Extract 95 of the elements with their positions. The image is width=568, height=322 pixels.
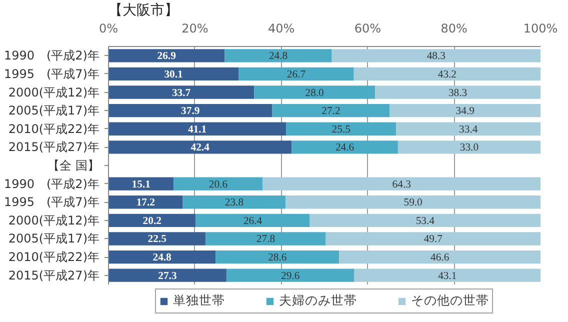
data-label: 27.3 xyxy=(158,270,177,282)
bar xyxy=(108,49,225,62)
bar xyxy=(262,177,540,190)
bar xyxy=(354,67,540,81)
data-label: 26.9 xyxy=(157,51,176,62)
data-label: 27.2 xyxy=(322,106,340,118)
data-label: 46.6 xyxy=(430,252,450,264)
bar xyxy=(108,232,206,246)
legend-label: 単独世帯 xyxy=(173,292,225,310)
bar xyxy=(286,196,540,209)
y-tick-label: 2005(平成17)年 xyxy=(8,232,100,246)
bar xyxy=(108,214,196,228)
legend-label: その他の世帯 xyxy=(411,292,489,310)
bar xyxy=(339,250,540,264)
bar xyxy=(396,122,540,136)
data-label: 33.0 xyxy=(460,142,479,154)
data-label: 33.4 xyxy=(459,124,478,136)
bar xyxy=(286,122,396,136)
data-label: 17.2 xyxy=(136,198,155,209)
data-label: 48.3 xyxy=(426,51,446,62)
bar xyxy=(196,214,310,228)
x-tick-label: 0% xyxy=(98,22,118,36)
bar xyxy=(182,196,286,209)
bar xyxy=(108,268,226,282)
data-label: 28.6 xyxy=(268,252,288,264)
bar xyxy=(272,104,390,118)
y-tick-label: 1995 (平成7)年 xyxy=(4,195,100,210)
data-label: 49.7 xyxy=(424,234,444,246)
bar xyxy=(108,177,174,190)
y-tick-label: 2005(平成17)年 xyxy=(8,104,100,118)
data-label: 24.8 xyxy=(152,252,172,264)
bar xyxy=(375,86,540,99)
bar xyxy=(108,67,239,81)
y-tick-label: 2000(平成12)年 xyxy=(8,85,100,100)
bar xyxy=(216,250,340,264)
data-label: 33.7 xyxy=(172,88,192,99)
bar xyxy=(390,104,540,118)
y-tick-label: 2010(平成22)年 xyxy=(8,250,100,264)
bar xyxy=(226,268,354,282)
bar xyxy=(108,140,292,154)
y-tick-label: 2015(平成27)年 xyxy=(8,140,100,154)
data-label: 43.1 xyxy=(438,270,457,282)
x-tick-label: 80% xyxy=(440,22,468,36)
y-tick-label: 【全 国】 xyxy=(48,158,100,172)
bar xyxy=(206,232,326,246)
data-label: 20.2 xyxy=(142,216,162,227)
data-label: 38.3 xyxy=(448,88,468,99)
data-label: 29.6 xyxy=(281,270,300,282)
data-label: 34.9 xyxy=(456,106,474,118)
x-tick-label: 40% xyxy=(268,22,295,36)
y-tick-label: 1990 (平成2)年 xyxy=(4,48,100,63)
data-label: 30.1 xyxy=(164,69,183,80)
data-label: 24.6 xyxy=(335,142,355,154)
bar xyxy=(224,49,332,62)
data-label: 15.1 xyxy=(132,179,150,190)
y-tick-label: 2015(平成27)年 xyxy=(8,268,100,282)
bar xyxy=(254,86,376,99)
bar xyxy=(310,214,540,228)
data-label: 41.1 xyxy=(188,124,207,136)
bar xyxy=(292,140,398,154)
bar xyxy=(332,49,540,62)
data-label: 20.6 xyxy=(208,179,228,190)
bar xyxy=(326,232,540,246)
data-label: 25.5 xyxy=(332,124,350,136)
data-label: 22.5 xyxy=(148,234,166,246)
y-tick-label: 2000(平成12)年 xyxy=(8,213,100,228)
data-label: 24.8 xyxy=(268,51,288,62)
bar xyxy=(108,196,183,209)
bar xyxy=(398,140,540,154)
x-tick-label: 60% xyxy=(354,22,382,36)
y-tick-label: 2010(平成22)年 xyxy=(8,122,100,136)
legend-label: 夫婦のみ世帯 xyxy=(279,292,357,310)
bar xyxy=(108,250,216,264)
data-label: 59.0 xyxy=(404,198,422,209)
data-label: 27.8 xyxy=(256,234,276,246)
bar xyxy=(174,177,263,190)
bar xyxy=(108,104,272,118)
data-label: 42.4 xyxy=(190,142,210,154)
data-label: 53.4 xyxy=(416,216,436,227)
data-label: 37.9 xyxy=(181,106,200,118)
y-tick-label: 1990 (平成2)年 xyxy=(4,176,100,191)
data-label: 64.3 xyxy=(392,179,411,190)
x-tick-label: 20% xyxy=(182,22,208,36)
chart-title: 【大阪市】 xyxy=(108,2,178,18)
bar xyxy=(354,268,540,282)
data-label: 23.8 xyxy=(224,198,244,209)
bar xyxy=(238,67,354,81)
data-label: 28.0 xyxy=(305,88,324,99)
data-label: 26.7 xyxy=(286,69,306,80)
bar xyxy=(108,86,254,99)
data-label: 26.4 xyxy=(243,216,263,227)
data-label: 43.2 xyxy=(438,69,457,80)
x-tick-label: 100% xyxy=(523,22,558,36)
y-tick-label: 1995 (平成7)年 xyxy=(4,66,100,81)
bar xyxy=(108,122,286,136)
